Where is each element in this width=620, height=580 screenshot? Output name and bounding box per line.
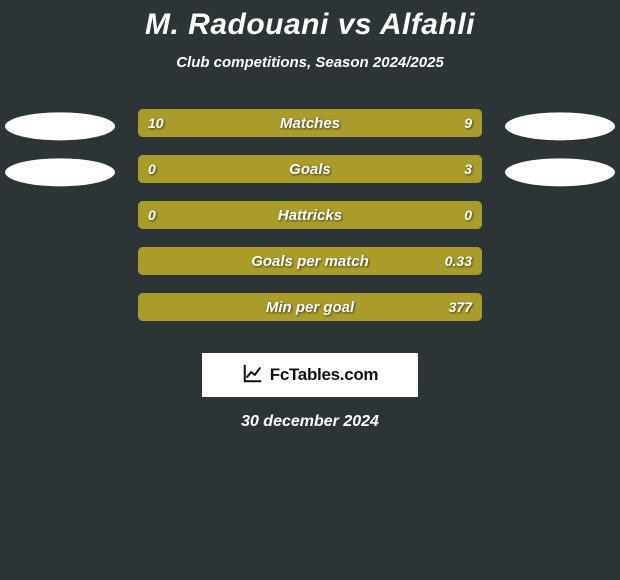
player1-badge <box>5 112 115 140</box>
chart-icon <box>242 362 264 389</box>
title-player1: M. Radouani <box>145 8 329 41</box>
logo-text: FcTables.com <box>270 365 379 385</box>
title-player2: Alfahli <box>380 8 475 41</box>
stat-bar: 377Min per goal <box>138 293 482 321</box>
stat-label: Goals <box>138 155 482 183</box>
logo-box[interactable]: FcTables.com <box>202 353 418 397</box>
stat-label: Goals per match <box>138 247 482 275</box>
stat-label: Hattricks <box>138 201 482 229</box>
stat-row: 377Min per goal <box>0 289 620 335</box>
title-vs: vs <box>338 8 372 41</box>
stat-row: 03Goals <box>0 151 620 197</box>
player2-badge <box>505 112 615 140</box>
stat-label: Min per goal <box>138 293 482 321</box>
stat-label: Matches <box>138 109 482 137</box>
stat-bar: 0.33Goals per match <box>138 247 482 275</box>
comparison-container: M. Radouani vs Alfahli Club competitions… <box>0 0 620 431</box>
page-title: M. Radouani vs Alfahli <box>0 8 620 42</box>
stat-row: 00Hattricks <box>0 197 620 243</box>
stat-rows: 109Matches 03Goals 00Hattricks 0.33Goals pe… <box>0 105 620 335</box>
date-label: 30 december 2024 <box>0 413 620 431</box>
stat-row: 109Matches <box>0 105 620 151</box>
stat-bar: 109Matches <box>138 109 482 137</box>
stat-bar: 00Hattricks <box>138 201 482 229</box>
stat-row: 0.33Goals per match <box>0 243 620 289</box>
stat-bar: 03Goals <box>138 155 482 183</box>
subtitle: Club competitions, Season 2024/2025 <box>0 54 620 71</box>
player2-badge <box>505 158 615 186</box>
player1-badge <box>5 158 115 186</box>
